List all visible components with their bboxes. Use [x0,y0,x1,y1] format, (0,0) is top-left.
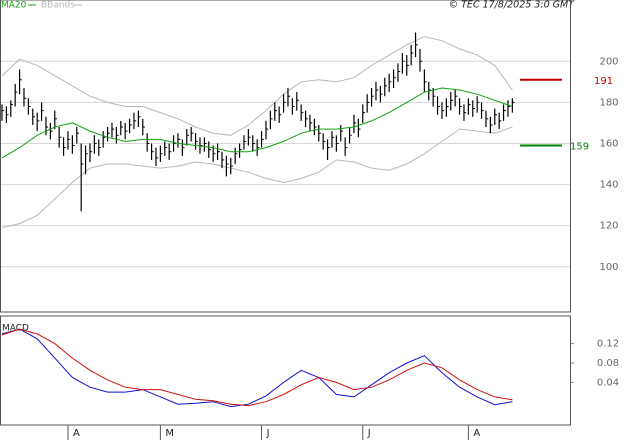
bband-lower [1,126,513,229]
macd-line [1,328,513,407]
y-tick-label: 180 [599,97,618,108]
panel-frame [0,0,571,313]
y-tick-label: 200 [599,56,618,67]
source: © TEC 17/8/2025 3:0 GMT [449,0,576,11]
macd-line [1,328,513,408]
macd-title: MACD [2,324,29,334]
x-tick-label: M [165,428,174,439]
x-tick-label: J [266,428,270,439]
y-tick-label: 140 [599,180,618,191]
y-tick-label: 0.08 [597,358,619,369]
ma20-line [1,87,513,159]
y-tick-label: 160 [599,138,618,149]
y-tick-label: 120 [599,221,618,232]
x-tick-label: A [73,428,80,439]
panel-frame [0,315,571,426]
y-tick-label: 0.12 [597,339,619,350]
y-tick-label: 100 [599,262,618,273]
y-tick-label: 0.04 [597,377,619,388]
x-tick-label: A [473,428,480,439]
x-tick-label: J [367,428,371,439]
bband-upper [1,36,513,136]
legend-bbands: BBands [41,1,75,11]
level-label: 159 [570,142,589,153]
legend-ma20: MA20 [1,1,27,11]
level-label: 191 [594,76,613,87]
